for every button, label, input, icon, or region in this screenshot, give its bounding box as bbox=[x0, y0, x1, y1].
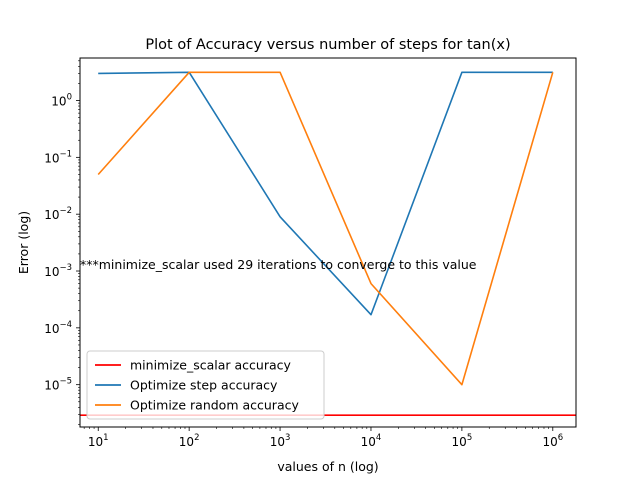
y-tick-label-1-exp: −4 bbox=[59, 320, 72, 330]
y-tick-label-4-exp: −1 bbox=[59, 149, 72, 159]
chart-title: Plot of Accuracy versus number of steps … bbox=[145, 37, 510, 53]
y-tick-label-3-base: 10 bbox=[44, 208, 59, 222]
legend-label-1: Optimize step accuracy bbox=[130, 378, 278, 393]
x-tick-label-5-base: 10 bbox=[542, 435, 557, 449]
y-tick-label-0: 10−5 bbox=[44, 377, 72, 393]
x-tick-label-0-exp: 1 bbox=[103, 433, 108, 443]
y-tick-label-5-exp: 0 bbox=[67, 93, 72, 103]
x-tick-label-4: 105 bbox=[452, 433, 473, 449]
series-line-2 bbox=[97, 71, 554, 386]
x-tick-label-2-exp: 3 bbox=[285, 433, 290, 443]
y-tick-label-1-base: 10 bbox=[44, 322, 59, 336]
x-tick-label-2-base: 10 bbox=[270, 435, 285, 449]
x-tick-label-0-base: 10 bbox=[88, 435, 103, 449]
y-tick-label-3-exp: −2 bbox=[59, 206, 72, 216]
x-tick-label-4-base: 10 bbox=[452, 435, 467, 449]
y-tick-label-0-exp: −5 bbox=[59, 377, 72, 387]
x-tick-label-5: 106 bbox=[542, 433, 563, 449]
legend: minimize_scalar accuracy Optimize step ac… bbox=[86, 350, 325, 420]
ticks-layer: 101 102 103 104 105 10610−510−410−310−210−110… bbox=[44, 60, 563, 449]
x-tick-label-3: 104 bbox=[361, 433, 382, 449]
x-tick-label-0: 101 bbox=[88, 433, 109, 449]
y-axis-label: Error (log) bbox=[16, 211, 31, 274]
x-tick-label-5-exp: 6 bbox=[558, 433, 563, 443]
y-tick-label-1: 10−4 bbox=[44, 320, 72, 336]
y-tick-label-4: 10−1 bbox=[44, 149, 72, 165]
series-line-1 bbox=[98, 71, 553, 316]
legend-label-0: minimize_scalar accuracy bbox=[130, 358, 291, 373]
y-tick-label-3: 10−2 bbox=[44, 206, 72, 222]
x-tick-label-4-exp: 5 bbox=[467, 433, 472, 443]
y-tick-label-2: 10−3 bbox=[44, 263, 72, 279]
y-tick-label-4-base: 10 bbox=[44, 151, 59, 165]
x-tick-label-2: 103 bbox=[270, 433, 291, 449]
x-tick-label-1: 102 bbox=[179, 433, 200, 449]
x-tick-label-1-base: 10 bbox=[179, 435, 194, 449]
y-tick-label-0-base: 10 bbox=[44, 379, 59, 393]
y-tick-label-2-base: 10 bbox=[44, 265, 59, 279]
annotation-text: ***minimize_scalar used 29 iterations to… bbox=[80, 257, 477, 272]
x-tick-label-3-exp: 4 bbox=[376, 433, 381, 443]
y-tick-label-5: 100 bbox=[51, 93, 72, 109]
x-tick-label-1-exp: 2 bbox=[194, 433, 199, 443]
y-tick-label-5-base: 10 bbox=[51, 95, 66, 109]
legend-label-2: Optimize random accuracy bbox=[130, 398, 299, 413]
x-axis-label: values of n (log) bbox=[277, 459, 378, 474]
x-tick-label-3-base: 10 bbox=[361, 435, 376, 449]
plot-frame bbox=[79, 57, 577, 428]
y-tick-label-2-exp: −3 bbox=[59, 263, 72, 273]
legend-box bbox=[86, 350, 325, 420]
